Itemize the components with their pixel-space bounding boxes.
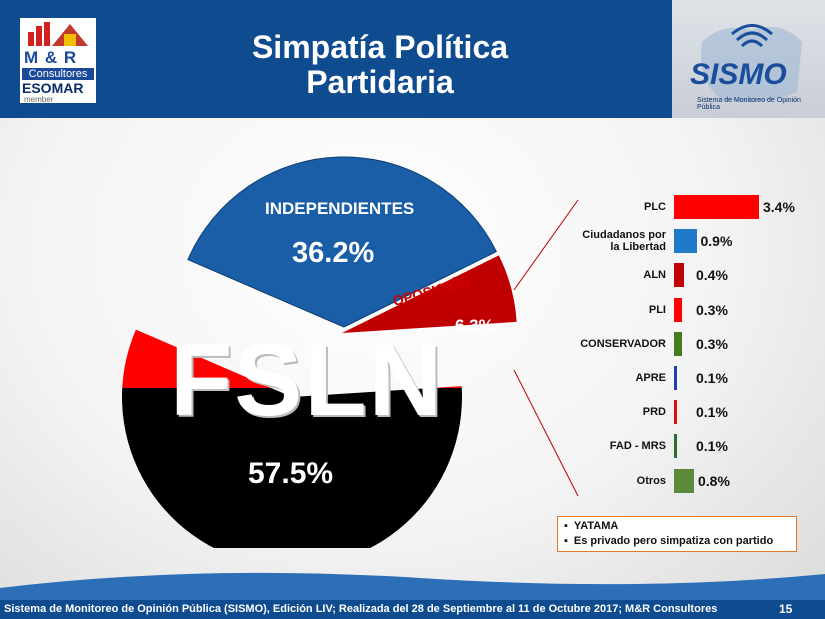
bar-value-label: 0.1% [696,438,728,455]
bar-category-line: FAD - MRS [609,440,666,453]
callout-line-bottom [513,369,579,497]
bar-mark [674,195,759,219]
bar-category-line: PRD [642,406,666,419]
callout-line-top [513,199,579,291]
bar-value-label: 0.1% [696,370,728,386]
bar-category-label: Otros [516,475,666,487]
slice-label-independientes: INDEPENDIENTES [265,199,415,218]
sismo-logo-subtitle: Sistema de Monitoreo de Opinión Pública [697,97,801,111]
bar-category-label: APRE [516,372,666,384]
bar-category-line: Ciudadanos por [582,229,666,242]
bar-category-line: CONSERVADOR [580,337,666,350]
bar-value-label: 0.8% [698,472,730,489]
slice-value-oposicion: 6.3% [455,316,494,335]
page-number: 15 [779,602,793,616]
bar-category-label: PRD [516,406,666,418]
bar-value-label: 0.1% [696,404,728,421]
bar-category-line: PLC [644,201,666,213]
bar-category-line: APRE [635,372,666,384]
sismo-logo-text: SISMO [690,58,787,91]
bar-mark [674,297,682,322]
bar-value-label: 0.4% [696,267,728,284]
pie-slice-oposicion [342,255,517,333]
title-line-2: Partidaria [306,64,454,100]
bar-mark [674,263,684,288]
footer-text: Sistema de Monitoreo de Opinión Pública … [4,603,718,615]
slice-value-fsln: 57.5% [248,457,334,490]
sismo-map-icon [701,24,802,103]
bar-value-label: 3.4% [763,199,795,215]
bar-category-label: Ciudadanos por la Libertad [516,229,666,253]
pie-chart [121,156,579,548]
logo-esomar-text: ESOMAR [22,80,84,96]
bar-mark [674,229,697,254]
bar-category-line: ALN [643,269,666,282]
logo-member-text: member [24,95,54,104]
bar-value-label: 0.3% [696,301,728,318]
slice-label-fsln: FSLN [170,323,445,437]
header-bar [0,0,672,118]
fsln-slice-bottom-black [121,388,462,548]
bar-category-label: ALN [516,269,666,281]
footer-bar [0,600,825,619]
bar-category-label: FAD - MRS [516,440,666,452]
page-title: Simpatía Política Partidaria [170,30,590,100]
bar-value-label: 0.3% [696,335,728,352]
legend-box: YATAMA Es privado pero simpatiza con par… [557,516,797,552]
legend-item-privado: Es privado pero simpatiza con partido [564,535,773,547]
pie-slice-independientes [187,156,498,328]
bar-category-label: PLC [516,201,666,213]
mr-consultores-logo: M & R Consultores ESOMAR member [20,18,96,104]
bar-value-label: 0.9% [700,233,733,250]
footer-wave [0,572,825,602]
bar-mark [674,468,694,493]
title-line-1: Simpatía Política [251,29,509,65]
bar-mark [674,331,682,356]
logo-mr-text: M & R [24,48,78,67]
bar-category-line: la Libertad [610,241,666,254]
bar-mark [674,366,677,390]
logo-consultores-text: Consultores [22,68,94,80]
bar-category-label: PLI [516,304,666,316]
bar-category-line: PLI [648,303,666,316]
bar-mark [674,434,677,459]
bar-mark [674,400,677,425]
slice-value-independientes: 36.2% [292,237,375,269]
legend-item-yatama: YATAMA [564,520,618,532]
bar-category-label: CONSERVADOR [516,338,666,350]
bar-category-line: Otros [636,474,666,487]
